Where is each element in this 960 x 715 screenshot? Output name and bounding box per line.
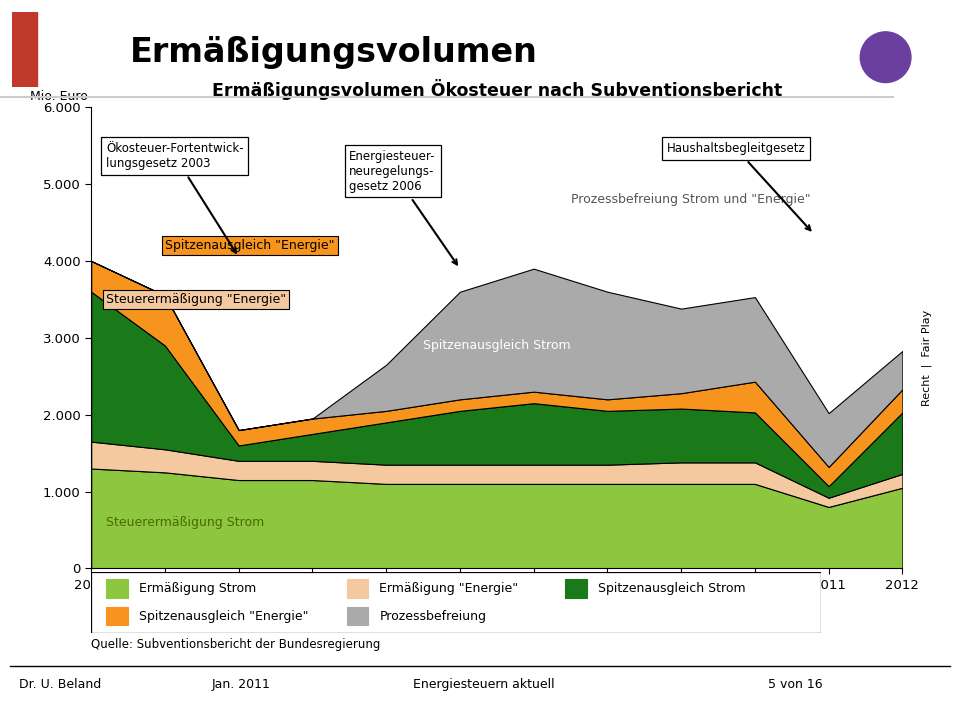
Text: Steuerermäßigung "Energie": Steuerermäßigung "Energie" xyxy=(106,293,286,306)
FancyBboxPatch shape xyxy=(91,572,821,633)
Text: Ökosteuer-Fortentwick-
lungsgesetz 2003: Ökosteuer-Fortentwick- lungsgesetz 2003 xyxy=(106,142,244,253)
Circle shape xyxy=(860,32,911,82)
Text: Prozessbefreiung Strom und "Energie": Prozessbefreiung Strom und "Energie" xyxy=(570,193,810,206)
Text: Dr. U. Beland: Dr. U. Beland xyxy=(19,679,102,691)
Bar xyxy=(106,579,128,598)
Text: Ermäßigungsvolumen: Ermäßigungsvolumen xyxy=(130,36,538,69)
Text: Quelle: Subventionsbericht der Bundesregierung: Quelle: Subventionsbericht der Bundesreg… xyxy=(91,638,380,651)
Text: Spitzenausgleich "Energie": Spitzenausgleich "Energie" xyxy=(138,610,308,623)
Text: DIHK: DIHK xyxy=(51,39,85,52)
Title: Ermäßigungsvolumen Ökosteuer nach Subventionsbericht: Ermäßigungsvolumen Ökosteuer nach Subven… xyxy=(211,79,782,100)
Bar xyxy=(106,607,128,626)
Text: Ermäßigung "Energie": Ermäßigung "Energie" xyxy=(379,582,518,595)
Bar xyxy=(12,12,37,87)
Text: Ermäßigung Strom: Ermäßigung Strom xyxy=(138,582,256,595)
Text: Prozessbefreiung: Prozessbefreiung xyxy=(379,610,487,623)
Bar xyxy=(347,607,369,626)
Bar xyxy=(565,579,588,598)
Text: Jan. 2011: Jan. 2011 xyxy=(211,679,270,691)
Text: Recht  |  Fair Play: Recht | Fair Play xyxy=(922,310,931,405)
Text: Spitzenausgleich Strom: Spitzenausgleich Strom xyxy=(598,582,746,595)
Bar xyxy=(347,579,369,598)
Text: Spitzenausgleich "Energie": Spitzenausgleich "Energie" xyxy=(165,239,334,252)
Text: 5 von 16: 5 von 16 xyxy=(768,679,823,691)
Text: Energiesteuer-
neuregelungs-
gesetz 2006: Energiesteuer- neuregelungs- gesetz 2006 xyxy=(349,149,457,265)
Text: Spitzenausgleich Strom: Spitzenausgleich Strom xyxy=(423,339,570,352)
Text: Mio. Euro: Mio. Euro xyxy=(31,89,88,103)
Text: Energiesteuern aktuell: Energiesteuern aktuell xyxy=(413,679,555,691)
Text: Haushaltsbegleitgesetz: Haushaltsbegleitgesetz xyxy=(666,142,810,230)
Text: Steuerermäßigung Strom: Steuerermäßigung Strom xyxy=(106,516,264,529)
